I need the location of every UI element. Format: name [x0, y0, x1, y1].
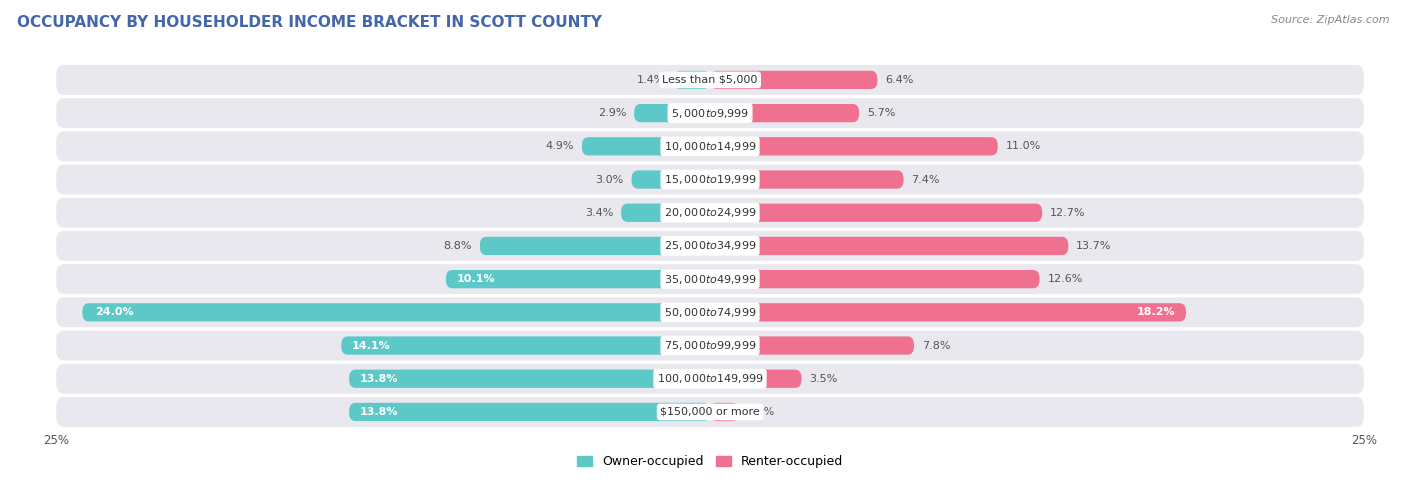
Text: $5,000 to $9,999: $5,000 to $9,999: [671, 107, 749, 120]
FancyBboxPatch shape: [56, 98, 1364, 128]
Text: $75,000 to $99,999: $75,000 to $99,999: [664, 339, 756, 352]
Text: 14.1%: 14.1%: [352, 340, 391, 351]
Text: $50,000 to $74,999: $50,000 to $74,999: [664, 306, 756, 319]
FancyBboxPatch shape: [710, 71, 877, 89]
FancyBboxPatch shape: [56, 397, 1364, 427]
FancyBboxPatch shape: [710, 237, 1069, 255]
FancyBboxPatch shape: [83, 303, 710, 321]
Text: 3.4%: 3.4%: [585, 208, 613, 218]
Text: $25,000 to $34,999: $25,000 to $34,999: [664, 240, 756, 252]
Text: 8.8%: 8.8%: [443, 241, 472, 251]
FancyBboxPatch shape: [634, 104, 710, 122]
Text: 4.9%: 4.9%: [546, 141, 574, 151]
Text: 6.4%: 6.4%: [886, 75, 914, 85]
FancyBboxPatch shape: [479, 237, 710, 255]
FancyBboxPatch shape: [710, 403, 738, 421]
FancyBboxPatch shape: [673, 71, 710, 89]
Text: 18.2%: 18.2%: [1137, 307, 1175, 318]
Text: $10,000 to $14,999: $10,000 to $14,999: [664, 140, 756, 153]
Text: 7.8%: 7.8%: [922, 340, 950, 351]
FancyBboxPatch shape: [56, 264, 1364, 294]
Text: 3.5%: 3.5%: [810, 374, 838, 384]
FancyBboxPatch shape: [56, 131, 1364, 161]
Text: $100,000 to $149,999: $100,000 to $149,999: [657, 372, 763, 385]
Text: Source: ZipAtlas.com: Source: ZipAtlas.com: [1271, 15, 1389, 25]
Text: Less than $5,000: Less than $5,000: [662, 75, 758, 85]
Text: $15,000 to $19,999: $15,000 to $19,999: [664, 173, 756, 186]
FancyBboxPatch shape: [56, 298, 1364, 327]
FancyBboxPatch shape: [710, 104, 859, 122]
Text: 13.7%: 13.7%: [1076, 241, 1112, 251]
Text: 11.0%: 11.0%: [1005, 141, 1040, 151]
FancyBboxPatch shape: [56, 331, 1364, 360]
Text: 3.0%: 3.0%: [596, 174, 624, 185]
Text: 2.9%: 2.9%: [598, 108, 626, 118]
FancyBboxPatch shape: [446, 270, 710, 288]
FancyBboxPatch shape: [349, 370, 710, 388]
FancyBboxPatch shape: [710, 137, 998, 155]
Text: 1.1%: 1.1%: [747, 407, 775, 417]
Text: 24.0%: 24.0%: [96, 307, 134, 318]
FancyBboxPatch shape: [582, 137, 710, 155]
FancyBboxPatch shape: [710, 204, 1042, 222]
FancyBboxPatch shape: [710, 370, 801, 388]
Text: $150,000 or more: $150,000 or more: [661, 407, 759, 417]
Text: 1.4%: 1.4%: [637, 75, 665, 85]
FancyBboxPatch shape: [710, 303, 1187, 321]
Text: $20,000 to $24,999: $20,000 to $24,999: [664, 206, 756, 219]
FancyBboxPatch shape: [621, 204, 710, 222]
Text: $35,000 to $49,999: $35,000 to $49,999: [664, 273, 756, 286]
Text: 12.7%: 12.7%: [1050, 208, 1085, 218]
FancyBboxPatch shape: [631, 170, 710, 188]
Text: 13.8%: 13.8%: [360, 407, 398, 417]
FancyBboxPatch shape: [56, 364, 1364, 393]
Legend: Owner-occupied, Renter-occupied: Owner-occupied, Renter-occupied: [572, 450, 848, 473]
FancyBboxPatch shape: [56, 165, 1364, 194]
FancyBboxPatch shape: [56, 65, 1364, 95]
FancyBboxPatch shape: [342, 337, 710, 355]
Text: OCCUPANCY BY HOUSEHOLDER INCOME BRACKET IN SCOTT COUNTY: OCCUPANCY BY HOUSEHOLDER INCOME BRACKET …: [17, 15, 602, 30]
FancyBboxPatch shape: [710, 337, 914, 355]
FancyBboxPatch shape: [349, 403, 710, 421]
FancyBboxPatch shape: [710, 170, 904, 188]
Text: 13.8%: 13.8%: [360, 374, 398, 384]
Text: 7.4%: 7.4%: [911, 174, 939, 185]
FancyBboxPatch shape: [710, 270, 1039, 288]
FancyBboxPatch shape: [56, 231, 1364, 261]
Text: 5.7%: 5.7%: [868, 108, 896, 118]
Text: 10.1%: 10.1%: [457, 274, 495, 284]
Text: 12.6%: 12.6%: [1047, 274, 1083, 284]
FancyBboxPatch shape: [56, 198, 1364, 228]
